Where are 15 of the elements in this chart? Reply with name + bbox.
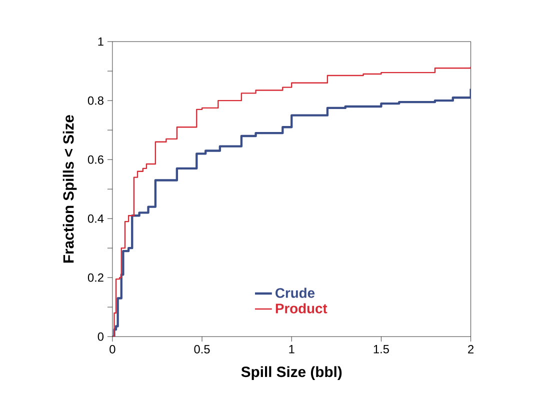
y-tick-label: 0.8 [88,96,104,105]
x-tick-label: 1 [289,345,294,354]
x-axis-title: Spill Size (bbl) [241,366,342,380]
legend-label: Product [276,303,328,314]
y-tick-label: 0.6 [88,155,104,164]
legend-label: Crude [276,288,315,298]
x-tick-label: 0 [110,345,116,354]
x-tick-label: 0.5 [194,345,210,354]
x-tick-label: 2 [468,345,474,354]
x-tick-label: 1.5 [374,345,389,354]
y-tick-label: 0 [98,332,104,341]
y-tick-label: 0.4 [88,214,104,223]
y-axis-title: Fraction Spills < Size [62,115,77,263]
y-tick-label: 1 [98,38,104,46]
y-tick-label: 0.2 [88,274,104,282]
